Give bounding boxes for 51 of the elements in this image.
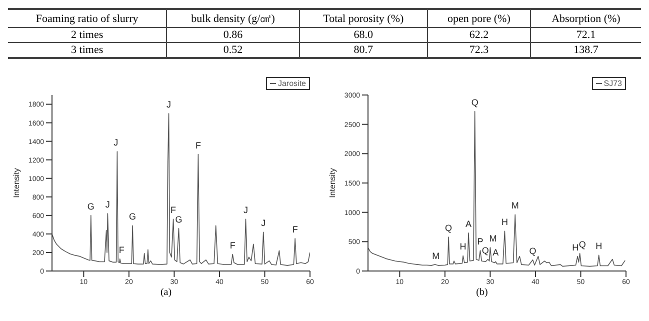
text: 72.1 <box>576 29 596 41</box>
line-series <box>368 111 626 267</box>
annotation: F <box>195 140 202 150</box>
annotation: P <box>477 236 484 246</box>
annotation: M <box>511 200 519 211</box>
category-label: open pore (%) <box>427 9 530 28</box>
category-label: bulk density (g/㎤) <box>166 9 300 28</box>
category-label: Absorption (%) <box>530 9 641 28</box>
annotation: Q <box>445 222 452 233</box>
text: 0.86 <box>223 29 243 41</box>
text: Foaming ratio of slurry <box>8 9 167 28</box>
annotation: J <box>166 100 172 110</box>
annotation: H <box>501 217 508 228</box>
y-axis-title: Intensity <box>12 168 21 198</box>
annotation: H <box>572 242 579 252</box>
y-axis-title: Intensity <box>328 168 337 198</box>
category-label: 3 times <box>71 44 104 56</box>
text: 138.7 <box>574 44 598 56</box>
annotation: Q <box>471 97 478 108</box>
category-label: 2 times <box>71 29 104 41</box>
annotation: J <box>105 200 110 210</box>
annotation: G <box>175 214 182 224</box>
line-series <box>52 113 310 266</box>
text: 0.52 <box>223 44 243 56</box>
category-label: Total porosity (%) <box>299 9 428 28</box>
annotation: J <box>261 218 266 228</box>
annotation: G <box>87 201 94 212</box>
annotation: M <box>432 251 440 262</box>
annotation: Q <box>529 246 536 256</box>
annotation: H <box>460 242 466 252</box>
annotation: J <box>114 138 118 148</box>
annotation: G <box>129 212 136 222</box>
legend-label: SJ73 <box>592 77 626 90</box>
text: 68.0 <box>354 29 374 41</box>
legend-label: Jarosite <box>266 77 310 90</box>
annotation: H <box>596 241 602 252</box>
annotation: F <box>292 224 298 235</box>
text: 80.7 <box>354 44 374 56</box>
annotation: A <box>492 248 499 258</box>
text: 62.2 <box>469 29 489 41</box>
text: (a) <box>159 287 173 298</box>
text: 72.3 <box>469 44 489 56</box>
annotation: Q <box>482 245 489 256</box>
annotation: A <box>465 218 472 229</box>
annotation: M <box>489 234 497 244</box>
annotation: F <box>170 205 177 216</box>
annotation: J <box>243 205 248 216</box>
annotation: Q <box>578 239 586 250</box>
annotation: F <box>230 240 236 250</box>
text: (b) <box>475 287 489 298</box>
annotation: F <box>118 244 125 255</box>
